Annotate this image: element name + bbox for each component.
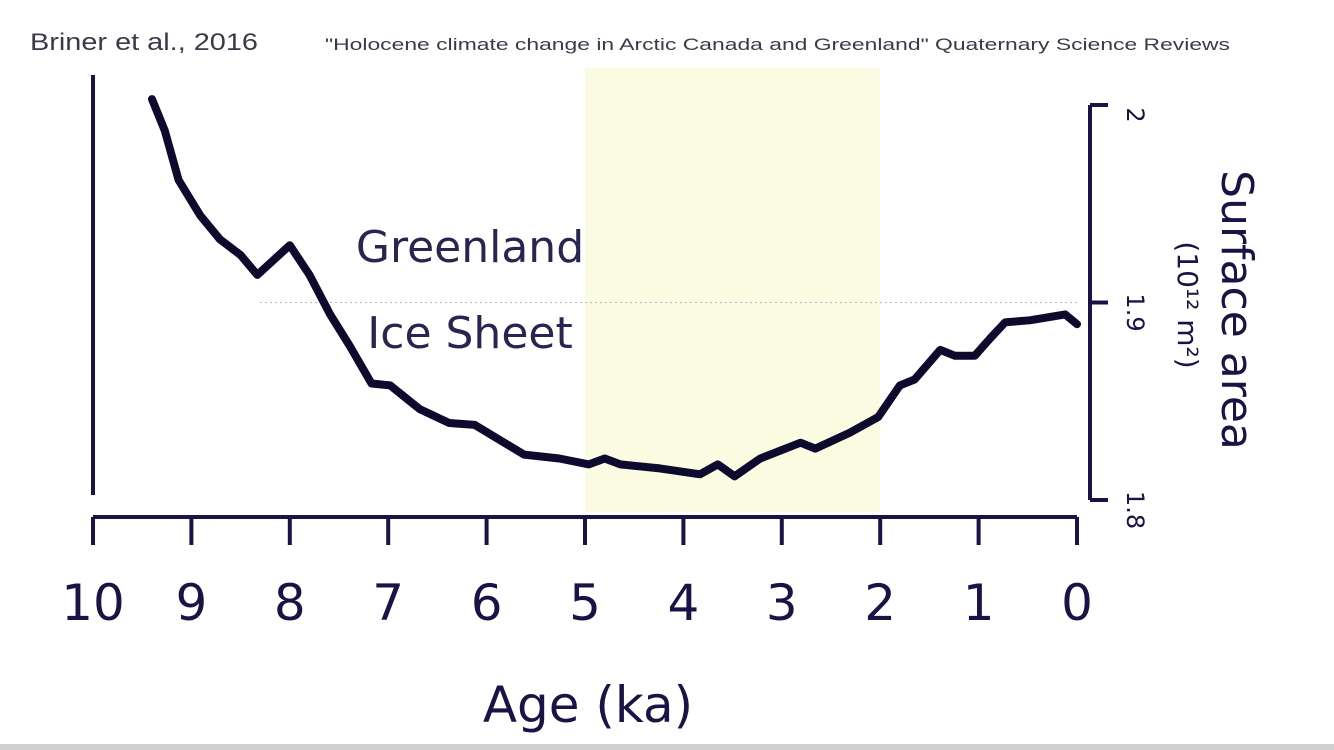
source-reference: "Holocene climate change in Arctic Canad…	[325, 35, 1230, 54]
y-tick-label: 1.9	[1121, 293, 1149, 331]
y-axis-label: Surface area	[1211, 170, 1262, 450]
citation: Briner et al., 2016	[30, 29, 258, 56]
x-tick-label: 3	[766, 574, 798, 632]
x-tick-label: 9	[175, 574, 207, 632]
y-tick-label: 2	[1121, 107, 1149, 122]
x-tick-label: 2	[864, 574, 896, 632]
annotation-line-1: Greenland	[356, 222, 584, 273]
x-axis: 10 9 8 7 6 5 4 3 2 1 0	[61, 515, 1093, 632]
x-tick-label: 0	[1061, 574, 1093, 632]
y-tick-label: 1.8	[1121, 491, 1149, 529]
x-tick-label: 8	[274, 574, 306, 632]
x-tick-label: 1	[963, 574, 995, 632]
x-tick-label: 5	[569, 574, 601, 632]
surface-area-line	[148, 95, 1081, 481]
bottom-border	[0, 744, 1334, 750]
y-axis: 2 1.9 1.8	[1088, 103, 1149, 529]
x-tick-label: 4	[667, 574, 699, 632]
y-axis-unit: (10¹² m²)	[1171, 241, 1204, 368]
x-tick-label: 10	[61, 574, 125, 632]
annotation-line-2: Ice Sheet	[367, 308, 572, 359]
x-tick-label: 6	[471, 574, 503, 632]
x-tick-label: 7	[372, 574, 404, 632]
shaded-region	[585, 68, 881, 512]
x-axis-label: Age (ka)	[483, 676, 693, 734]
